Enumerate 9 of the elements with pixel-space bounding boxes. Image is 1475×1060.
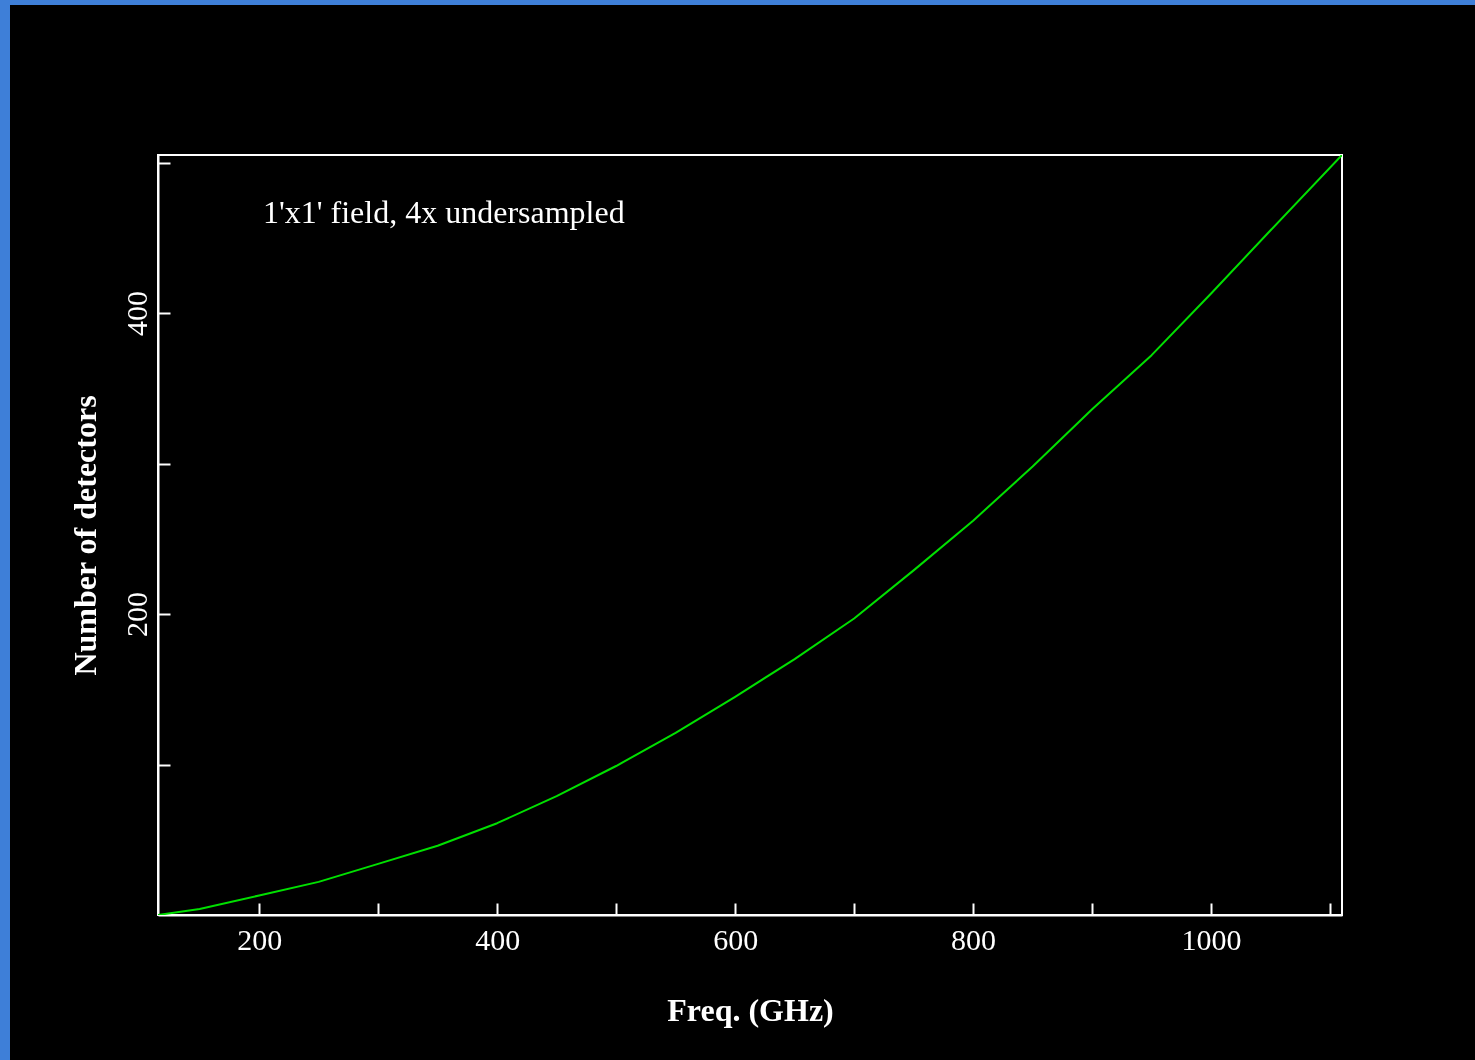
x-tick-label: 200 [237,922,283,956]
y-axis-title: Number of detectors [66,395,103,676]
x-axis-title: Freq. (GHz) [667,991,834,1028]
annotation: 1'x1' field, 4x undersampled [263,194,625,230]
x-tick-label: 1000 [1181,922,1242,956]
x-tick-label: 800 [951,922,997,956]
line-series [158,155,1342,915]
x-tick-label: 600 [713,922,759,956]
x-tick-label: 400 [475,922,521,956]
